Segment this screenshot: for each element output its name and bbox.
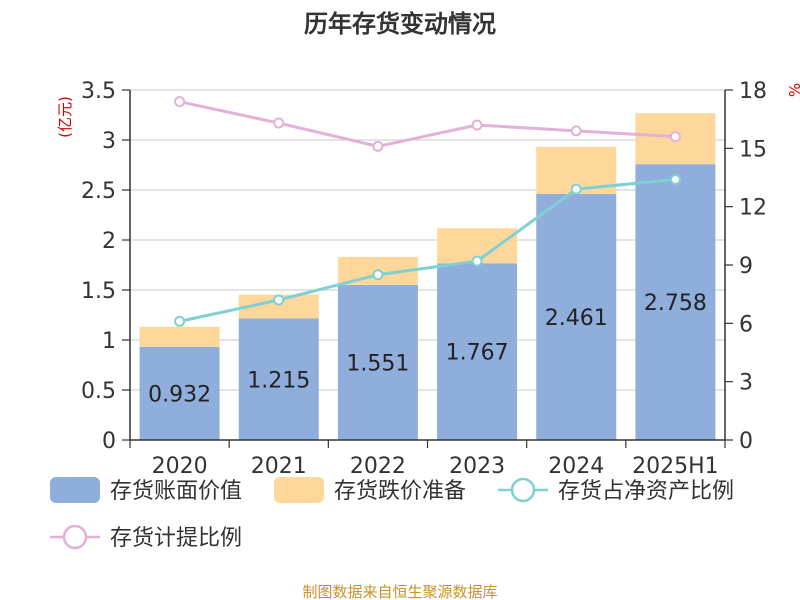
point-net-ratio [372, 269, 384, 281]
legend-item[interactable]: 存货跌价准备 [274, 477, 466, 504]
x-tick-label: 2024 [548, 454, 604, 479]
axes: 0 0.5 1 1.5 2 2.5 3 3.5 0 3 6 9 12 15 18 (亿元)% 2020 2021 2… [56, 79, 800, 479]
legend-label: 存货账面价值 [110, 479, 242, 504]
left-tick-label: 0.5 [81, 379, 116, 404]
left-tick-label: 3 [102, 129, 116, 154]
grid [130, 89, 725, 391]
point-net-ratio [669, 173, 681, 185]
right-axis-unit: % [786, 83, 800, 97]
bar-value-label: 0.932 [148, 382, 211, 407]
legend-item[interactable]: 存货计提比例 [50, 524, 242, 551]
bar-book-value [536, 193, 617, 440]
right-tick-label: 12 [739, 196, 767, 221]
legend-label: 存货跌价准备 [334, 479, 466, 504]
bar-value-label: 2.461 [545, 306, 608, 331]
right-tick-label: 15 [739, 137, 767, 162]
legend-label: 存货计提比例 [110, 526, 242, 551]
bars: 0.932 1.215 1.551 1.767 2.461 2.758 [139, 113, 716, 440]
bar-book-value [337, 284, 418, 440]
x-tick-label: 2020 [152, 454, 208, 479]
left-tick-label: 1 [102, 329, 116, 354]
bar-book-value [139, 346, 220, 440]
point-provision-ratio [273, 117, 285, 129]
legend-swatch [50, 477, 100, 503]
point-provision-ratio [174, 96, 186, 108]
left-tick-label: 3.5 [81, 79, 116, 104]
bar-value-label: 1.215 [247, 368, 310, 393]
left-tick-label: 2 [102, 229, 116, 254]
right-tick-label: 3 [739, 371, 753, 396]
bar-value-label: 2.758 [644, 291, 707, 316]
right-tick-label: 9 [739, 254, 753, 279]
x-tick-label: 2025H1 [632, 454, 719, 479]
bar-book-value [238, 318, 319, 440]
legend-item[interactable]: 存货占净资产比例 [498, 477, 734, 504]
left-tick-label: 1.5 [81, 279, 116, 304]
right-tick-label: 0 [739, 429, 753, 454]
right-tick-label: 6 [739, 312, 753, 337]
chart-title: 历年存货变动情况 [304, 10, 496, 38]
legend-swatch [274, 477, 324, 503]
legend-label: 存货占净资产比例 [558, 479, 734, 504]
point-net-ratio [174, 315, 186, 327]
source-note: 制图数据来自恒生聚源数据库 [302, 583, 497, 600]
point-provision-ratio [471, 119, 483, 131]
legend-marker [510, 477, 536, 503]
right-tick-label: 18 [739, 79, 767, 104]
x-tick-label: 2023 [449, 454, 505, 479]
point-provision-ratio [669, 131, 681, 143]
bar-value-label: 1.551 [346, 351, 409, 376]
lines [174, 96, 681, 327]
point-provision-ratio [372, 140, 384, 152]
point-net-ratio [570, 183, 582, 195]
legend-item[interactable]: 存货账面价值 [50, 477, 242, 504]
bar-impairment-reserve [139, 326, 220, 347]
x-tick-label: 2021 [251, 454, 307, 479]
left-axis-unit: (亿元) [56, 96, 74, 138]
point-provision-ratio [570, 125, 582, 137]
bar-book-value [437, 263, 518, 440]
left-tick-label: 2.5 [81, 179, 116, 204]
point-net-ratio [273, 294, 285, 306]
point-net-ratio [471, 255, 483, 267]
bar-value-label: 1.767 [446, 341, 509, 366]
x-tick-label: 2022 [350, 454, 406, 479]
bar-book-value [635, 164, 716, 440]
left-tick-label: 0 [102, 429, 116, 454]
line-net-ratio [179, 177, 676, 323]
line-provision-ratio [179, 100, 676, 148]
legend-marker [62, 524, 88, 550]
